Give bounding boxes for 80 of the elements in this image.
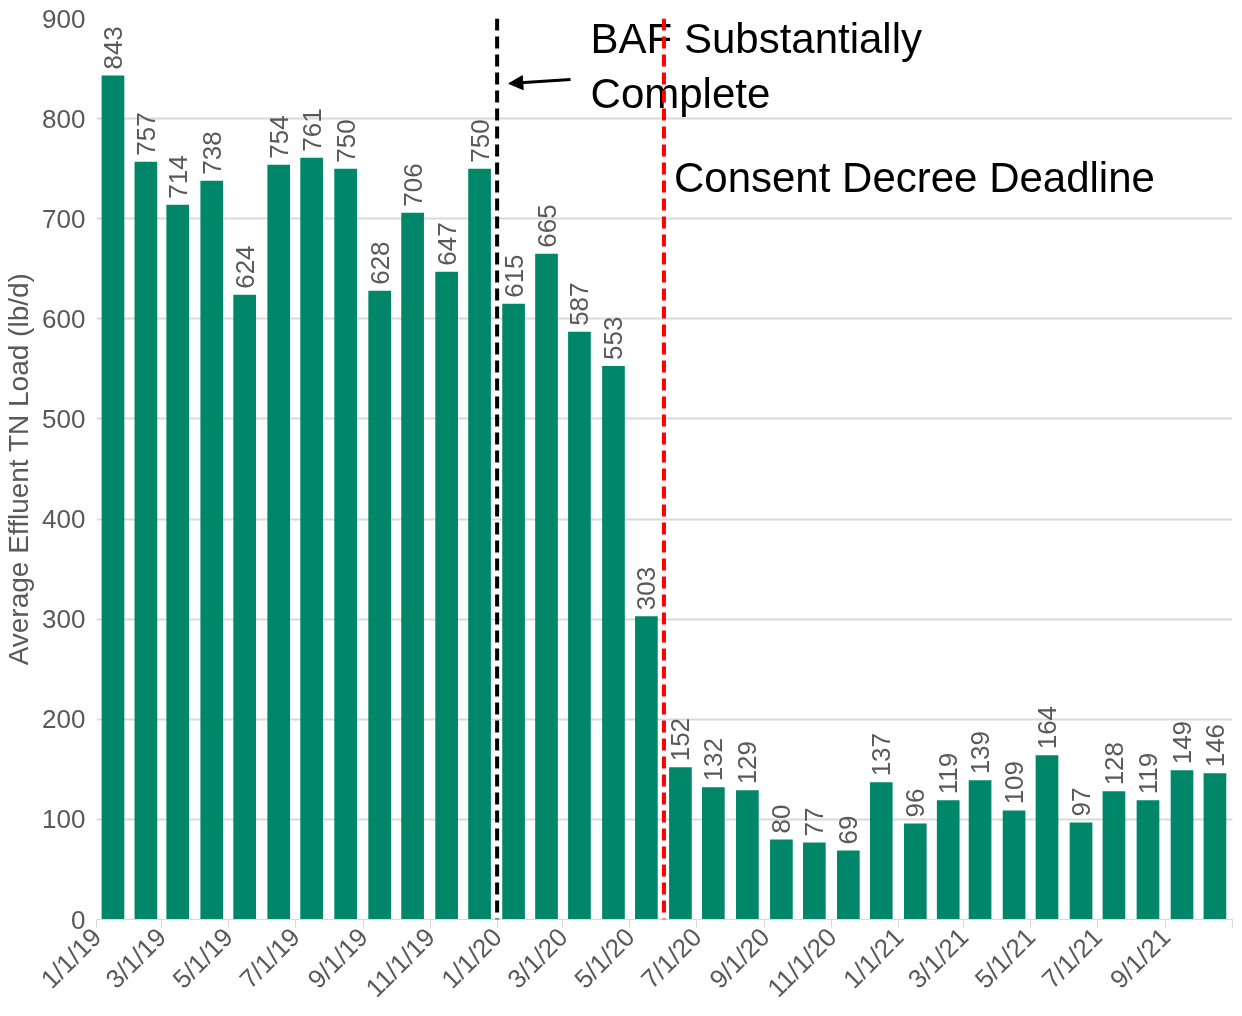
bar bbox=[936, 800, 960, 920]
data-label: 647 bbox=[431, 222, 462, 266]
bar bbox=[669, 767, 692, 920]
data-label: 119 bbox=[933, 752, 964, 795]
y-tick-label: 800 bbox=[42, 103, 86, 134]
data-label: 587 bbox=[564, 282, 595, 326]
bar bbox=[1002, 810, 1026, 920]
bar bbox=[468, 168, 491, 920]
bar bbox=[368, 290, 392, 920]
bar bbox=[1035, 755, 1059, 920]
bar bbox=[635, 616, 658, 920]
data-label: 761 bbox=[296, 108, 327, 152]
y-tick-label: 500 bbox=[42, 403, 86, 434]
ref-line-label: Consent Decree Deadline bbox=[673, 153, 1155, 201]
bar bbox=[1102, 791, 1126, 920]
bar bbox=[435, 271, 458, 920]
data-label: 119 bbox=[1132, 752, 1163, 795]
data-label: 96 bbox=[900, 788, 931, 818]
bar bbox=[702, 787, 725, 920]
bar bbox=[1136, 800, 1160, 920]
data-label: 109 bbox=[999, 760, 1030, 805]
bar bbox=[233, 294, 257, 920]
bar bbox=[903, 823, 927, 920]
data-label: 137 bbox=[866, 732, 897, 777]
data-label: 164 bbox=[1032, 705, 1063, 750]
data-label: 750 bbox=[464, 119, 495, 163]
bar bbox=[736, 790, 759, 920]
data-label: 757 bbox=[130, 112, 161, 156]
data-label: 843 bbox=[97, 26, 128, 70]
bar bbox=[968, 780, 992, 920]
data-label: 754 bbox=[263, 115, 294, 159]
bar bbox=[1069, 822, 1093, 920]
bar bbox=[300, 157, 323, 920]
bar bbox=[267, 164, 291, 920]
data-label: 149 bbox=[1167, 720, 1198, 765]
bar bbox=[770, 839, 793, 920]
bar bbox=[502, 303, 525, 920]
data-label: 132 bbox=[698, 737, 729, 782]
y-tick-label: 900 bbox=[42, 3, 86, 34]
y-tick-label: 400 bbox=[42, 504, 86, 535]
data-label: 128 bbox=[1098, 741, 1129, 786]
bar bbox=[837, 850, 860, 920]
data-label: 80 bbox=[766, 804, 797, 834]
data-label: 303 bbox=[631, 566, 662, 611]
data-label: 152 bbox=[665, 717, 696, 762]
y-tick-label: 100 bbox=[42, 804, 86, 835]
data-label: 146 bbox=[1199, 723, 1230, 768]
bar bbox=[602, 365, 625, 920]
bar bbox=[802, 842, 826, 920]
data-label: 628 bbox=[364, 241, 395, 285]
ref-line-label: BAF Substantially Complete bbox=[590, 15, 923, 117]
data-label: 750 bbox=[330, 119, 361, 163]
bar bbox=[200, 180, 224, 920]
bar bbox=[166, 204, 190, 920]
bar bbox=[869, 782, 893, 920]
data-label: 97 bbox=[1066, 787, 1097, 817]
data-label: 139 bbox=[965, 730, 996, 775]
bar bbox=[134, 161, 158, 920]
bar bbox=[535, 253, 558, 920]
data-label: 129 bbox=[732, 740, 763, 785]
y-tick-label: 300 bbox=[42, 604, 86, 635]
y-tick-label: 600 bbox=[42, 303, 86, 334]
y-tick-label: 700 bbox=[42, 203, 86, 234]
data-label: 714 bbox=[162, 155, 193, 199]
data-label: 624 bbox=[229, 245, 260, 289]
data-label: 615 bbox=[498, 254, 529, 298]
y-axis-title: Average Effluent TN Load (lb/d) bbox=[3, 273, 35, 666]
data-label: 738 bbox=[196, 131, 227, 175]
bar bbox=[1203, 773, 1227, 920]
bar bbox=[401, 212, 424, 920]
data-label: 77 bbox=[799, 807, 830, 837]
y-tick-label: 200 bbox=[42, 704, 86, 735]
data-label: 69 bbox=[833, 815, 864, 845]
bar bbox=[568, 331, 591, 920]
data-label: 553 bbox=[598, 316, 629, 360]
bar bbox=[101, 75, 125, 920]
data-label: 706 bbox=[397, 163, 428, 207]
data-label: 665 bbox=[531, 204, 562, 248]
bar bbox=[334, 168, 357, 920]
bar bbox=[1170, 770, 1194, 920]
